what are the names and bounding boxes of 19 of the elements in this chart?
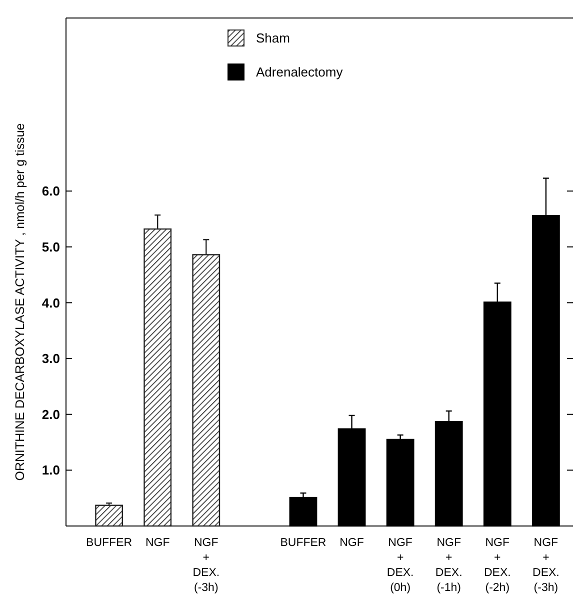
x-tick-label: NGF + DEX. (-1h) (435, 537, 462, 594)
x-tick-label: NGF + DEX. (-2h) (484, 537, 511, 594)
y-tick-label: 2.0 (42, 406, 60, 422)
x-tick-label: NGF + DEX. (0h) (386, 537, 414, 594)
bar (95, 504, 124, 527)
y-tick-label: 1.0 (42, 462, 60, 478)
y-tick-label: 3.0 (42, 351, 60, 366)
x-tick-label: NGF (145, 537, 170, 549)
legend-label: Sham (256, 30, 290, 46)
x-tick-label: NGF + DEX. (-3h) (192, 537, 220, 594)
y-tick-label: 5.0 (42, 239, 60, 254)
legend-label: Adrenalectomy (256, 64, 344, 80)
x-tick-label: NGF (340, 537, 364, 549)
y-axis-title: ORNITHINE DECARBOXYLASE ACTIVITY , nmol/h per g tissue (13, 123, 27, 481)
x-tick-label: BUFFER (86, 537, 132, 549)
x-tick-label: BUFFER (280, 537, 326, 549)
y-tick-label: 6.0 (42, 184, 60, 199)
x-tick-label: NGF + DEX. (-3h) (532, 537, 560, 594)
y-tick-label: 4.0 (42, 295, 60, 310)
